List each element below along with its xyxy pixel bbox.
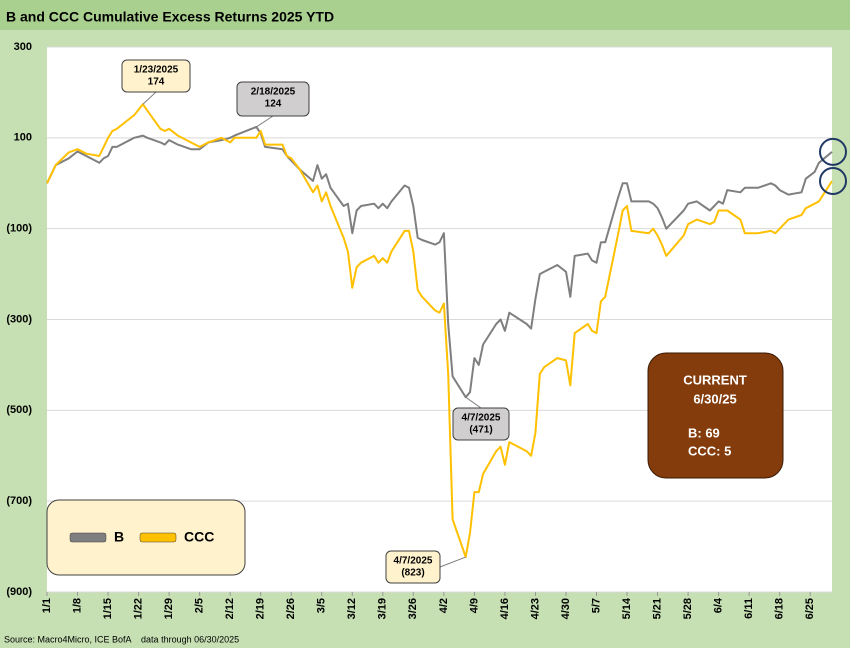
legend-swatch xyxy=(69,532,107,543)
y-tick-label: (300) xyxy=(6,313,32,325)
line-series xyxy=(46,125,833,399)
callout-box xyxy=(236,81,310,117)
current-value: B: 69 xyxy=(688,425,720,440)
y-tick-label: 300 xyxy=(14,41,32,53)
x-tick-label: 2/26 xyxy=(285,598,297,619)
x-tick-label: 1/15 xyxy=(102,598,114,619)
current-heading: 6/30/25 xyxy=(693,391,736,406)
y-tick-label: (500) xyxy=(6,404,32,416)
x-tick-label: 6/25 xyxy=(804,598,816,619)
title-bar xyxy=(0,0,850,30)
current-heading: CURRENT xyxy=(683,372,747,387)
callout-text: 124 xyxy=(265,99,282,110)
x-tick-label: 3/26 xyxy=(407,598,419,619)
x-tick-label: 6/4 xyxy=(713,597,725,613)
callout-text: (823) xyxy=(401,568,424,579)
x-tick-label: 2/5 xyxy=(194,598,206,613)
end-marker xyxy=(819,137,847,166)
x-tick-label: 6/18 xyxy=(774,598,786,619)
x-tick-label: 5/7 xyxy=(590,598,602,613)
callout-line xyxy=(256,115,274,128)
y-tick-label: 100 xyxy=(14,132,32,144)
y-tick-label: (100) xyxy=(6,223,32,235)
y-tick-label: (900) xyxy=(6,586,32,598)
current-box xyxy=(647,352,784,479)
callout-box xyxy=(385,550,441,584)
x-tick-label: 1/22 xyxy=(132,598,144,619)
legend-label: B xyxy=(114,529,124,545)
x-tick-label: 3/12 xyxy=(346,598,358,619)
chart-title: B and CCC Cumulative Excess Returns 2025… xyxy=(6,9,334,25)
callout-line xyxy=(439,556,466,568)
callout-box xyxy=(121,59,191,93)
legend-label: CCC xyxy=(184,529,214,545)
y-tick-label: (700) xyxy=(6,495,32,507)
legend-swatch xyxy=(139,532,177,543)
x-tick-label: 4/23 xyxy=(529,598,541,619)
current-value: CCC: 5 xyxy=(688,443,731,458)
x-tick-label: 5/14 xyxy=(621,597,633,619)
callout-text: 4/7/2025 xyxy=(394,556,433,567)
x-tick-label: 4/16 xyxy=(499,598,511,619)
callout-text: 174 xyxy=(148,77,165,88)
x-tick-label: 4/2 xyxy=(438,598,450,613)
x-tick-label: 2/19 xyxy=(255,598,267,619)
callout-line xyxy=(465,396,482,409)
line-series xyxy=(46,103,833,558)
x-tick-label: 3/19 xyxy=(377,598,389,619)
x-tick-label: 2/12 xyxy=(224,598,236,619)
x-tick-label: 4/30 xyxy=(560,598,572,619)
source: Source: Macro4Micro, ICE BofA data throu… xyxy=(4,634,239,644)
x-tick-label: 1/1 xyxy=(41,598,53,613)
end-marker xyxy=(819,166,847,195)
x-tick-label: 5/21 xyxy=(651,598,663,619)
x-tick-label: 1/29 xyxy=(163,598,175,619)
x-tick-label: 1/8 xyxy=(71,598,83,613)
callout-text: 4/7/2025 xyxy=(462,413,501,424)
x-tick-label: 3/5 xyxy=(316,598,328,613)
x-tick-label: 6/11 xyxy=(743,598,755,619)
callout-line xyxy=(142,91,157,105)
callout-text: (471) xyxy=(469,425,492,436)
x-tick-label: 4/9 xyxy=(468,598,480,613)
callout-text: 2/18/2025 xyxy=(251,87,296,98)
x-tick-label: 5/28 xyxy=(682,598,694,619)
callout-box xyxy=(452,407,510,441)
callout-text: 1/23/2025 xyxy=(134,65,179,76)
